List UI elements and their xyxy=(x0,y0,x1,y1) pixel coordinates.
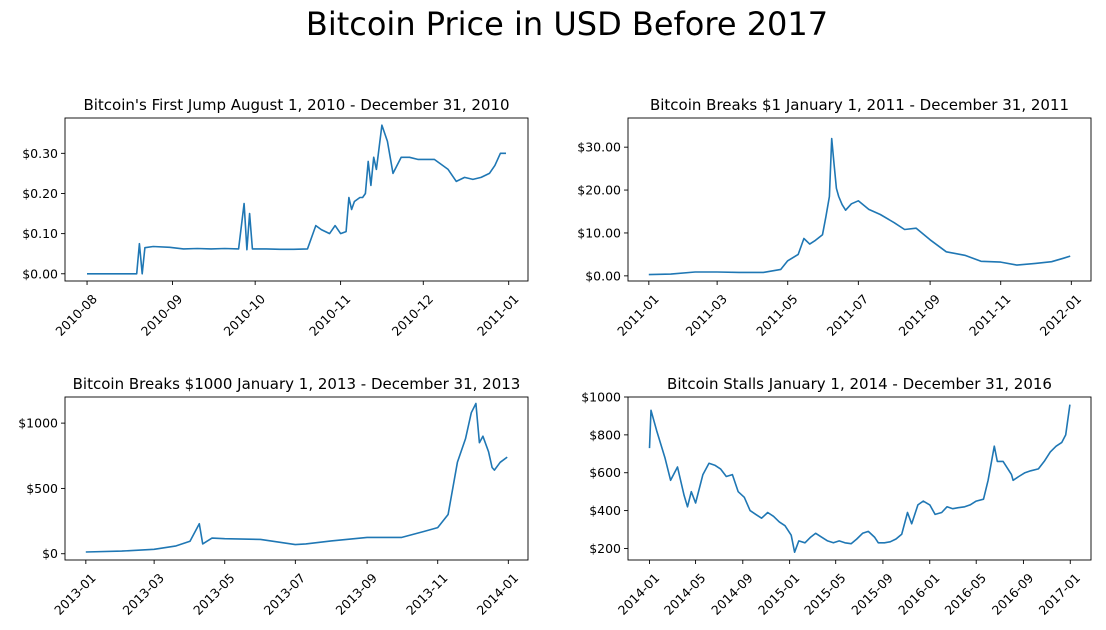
plot-frame xyxy=(64,117,529,282)
y-tick-label: $200 xyxy=(589,541,621,556)
x-tick-label: 2011-11 xyxy=(966,291,1014,339)
y-tick-label: $0.30 xyxy=(22,146,58,161)
x-tick-label: 2016-09 xyxy=(989,570,1037,618)
chart-title: Bitcoin Breaks $1 January 1, 2011 - Dece… xyxy=(650,96,1069,114)
x-tick-label: 2013-09 xyxy=(332,570,380,618)
plot-frame xyxy=(627,117,1092,282)
chart-4: Bitcoin Stalls January 1, 2014 - Decembe… xyxy=(581,375,1092,618)
x-tick-label: 2013-11 xyxy=(403,570,451,618)
x-tick-label: 2014-09 xyxy=(708,570,756,618)
chart-1: Bitcoin's First Jump August 1, 2010 - De… xyxy=(22,96,529,339)
x-tick-label: 2015-05 xyxy=(801,570,849,618)
x-tick-label: 2012-01 xyxy=(1037,291,1085,339)
x-tick-label: 2017-01 xyxy=(1036,570,1084,618)
y-tick-label: $0.00 xyxy=(585,268,621,283)
series-line xyxy=(648,137,1071,276)
plot-frame xyxy=(627,396,1092,561)
y-tick-label: $500 xyxy=(26,481,58,496)
x-tick-label: 2013-07 xyxy=(261,570,309,618)
x-tick-label: 2010-12 xyxy=(389,291,437,339)
y-tick-label: $10.00 xyxy=(577,225,621,240)
figure-suptitle: Bitcoin Price in USD Before 2017 xyxy=(306,5,828,43)
x-tick-label: 2016-01 xyxy=(895,570,943,618)
x-tick-label: 2016-05 xyxy=(942,570,990,618)
y-tick-label: $0.00 xyxy=(22,266,58,281)
x-tick-label: 2010-08 xyxy=(52,291,100,339)
y-tick-label: $30.00 xyxy=(577,140,621,155)
plot-frame xyxy=(64,396,529,561)
x-tick-label: 2013-01 xyxy=(51,570,99,618)
chart-3: Bitcoin Breaks $1000 January 1, 2013 - D… xyxy=(18,375,529,618)
y-tick-label: $600 xyxy=(589,465,621,480)
x-tick-label: 2015-09 xyxy=(848,570,896,618)
y-tick-label: $20.00 xyxy=(577,183,621,198)
chart-title: Bitcoin Breaks $1000 January 1, 2013 - D… xyxy=(73,375,521,393)
series-line xyxy=(648,404,1071,554)
series-line xyxy=(85,402,508,553)
chart-title: Bitcoin's First Jump August 1, 2010 - De… xyxy=(83,96,509,114)
x-tick-label: 2010-11 xyxy=(306,291,354,339)
y-tick-label: $1000 xyxy=(18,416,58,431)
x-tick-label: 2011-03 xyxy=(682,291,730,339)
x-tick-label: 2014-05 xyxy=(661,570,709,618)
y-tick-label: $0.20 xyxy=(22,186,58,201)
x-tick-label: 2010-10 xyxy=(221,291,269,339)
x-tick-label: 2014-01 xyxy=(615,570,663,618)
x-tick-label: 2011-01 xyxy=(474,291,522,339)
y-tick-label: $1000 xyxy=(581,390,621,405)
y-tick-label: $400 xyxy=(589,503,621,518)
x-tick-label: 2010-09 xyxy=(138,291,186,339)
x-tick-label: 2011-09 xyxy=(895,291,943,339)
x-tick-label: 2014-01 xyxy=(474,570,522,618)
x-tick-label: 2013-05 xyxy=(190,570,238,618)
chart-2: Bitcoin Breaks $1 January 1, 2011 - Dece… xyxy=(577,96,1092,339)
y-tick-label: $800 xyxy=(589,427,621,442)
chart-title: Bitcoin Stalls January 1, 2014 - Decembe… xyxy=(667,375,1052,393)
series-line xyxy=(87,124,506,275)
x-tick-label: 2011-05 xyxy=(753,291,801,339)
y-tick-label: $0.10 xyxy=(22,226,58,241)
x-tick-label: 2015-01 xyxy=(755,570,803,618)
x-tick-label: 2011-01 xyxy=(614,291,662,339)
x-tick-label: 2013-03 xyxy=(119,570,167,618)
x-tick-label: 2011-07 xyxy=(824,291,872,339)
y-tick-label: $0 xyxy=(42,546,58,561)
